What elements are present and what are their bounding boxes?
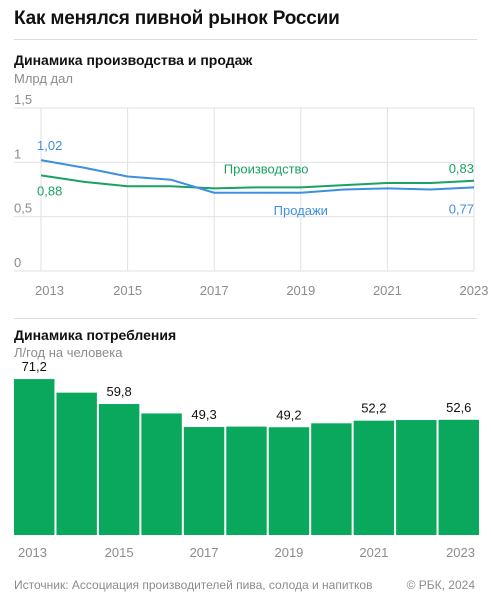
x-tick-label: 2021 [373, 283, 402, 298]
production-start-label: 0,88 [37, 183, 62, 198]
bar-value-label: 52,2 [361, 401, 386, 416]
bar [141, 413, 182, 535]
production-series-name: Производство [224, 161, 309, 176]
source-note: Источник: Ассоциация производителей пива… [14, 578, 373, 592]
consumption-chart-title: Динамика потребления [14, 327, 177, 343]
header-divider [14, 39, 477, 40]
bar-value-label: 49,3 [191, 407, 216, 422]
bar [183, 427, 225, 535]
bar [438, 419, 479, 535]
bar [98, 404, 140, 535]
x-tick-label: 2019 [274, 545, 303, 560]
page-title: Как менялся пивной рынок России [14, 8, 340, 29]
x-tick-label: 2017 [200, 283, 229, 298]
sales-start-label: 1,02 [37, 138, 62, 153]
sales-end-label: 0,77 [449, 201, 474, 216]
bar-value-label: 52,6 [446, 400, 471, 415]
bar [353, 420, 395, 535]
x-tick-label: 2013 [35, 283, 64, 298]
bar-value-label: 59,8 [106, 384, 131, 399]
section-divider [14, 318, 477, 319]
production-chart-title: Динамика производства и продаж [14, 52, 253, 68]
y-tick-label: 0 [14, 255, 21, 270]
consumption-bar-chart: 71,2 59,8 49,3 49,2 52,2 52,6 2013 2015 2017 2019… [14, 359, 479, 560]
bar [268, 427, 310, 535]
production-line [40, 174, 475, 190]
sales-series-name: Продажи [274, 203, 328, 218]
bar-value-label: 49,2 [276, 407, 301, 422]
bar [396, 420, 437, 535]
copyright-note: © РБК, 2024 [406, 578, 475, 592]
bar-value-label: 71,2 [22, 359, 47, 374]
x-tick-label: 2017 [190, 545, 219, 560]
production-chart-unit: Млрд дал [14, 71, 73, 86]
bar [226, 426, 267, 535]
bar [56, 392, 97, 535]
x-tick-label: 2023 [460, 283, 489, 298]
y-tick-label: 1,5 [14, 92, 32, 107]
x-tick-label: 2021 [359, 545, 388, 560]
consumption-chart-unit: Л/год на человека [14, 345, 123, 360]
x-tick-label: 2019 [286, 283, 315, 298]
x-tick-label: 2013 [18, 545, 47, 560]
bar [311, 423, 352, 535]
bar [14, 379, 55, 535]
x-tick-label: 2023 [446, 545, 475, 560]
x-tick-label: 2015 [113, 283, 142, 298]
production-sales-line-chart: 0 0,5 1 1,5 2013 2015 2017 2019 2021 2023 0,88 0,83… [14, 92, 489, 298]
y-tick-label: 0,5 [14, 201, 32, 216]
sales-line [40, 159, 475, 194]
x-tick-label: 2015 [105, 545, 134, 560]
production-end-label: 0,83 [449, 161, 474, 176]
y-tick-label: 1 [14, 146, 21, 161]
